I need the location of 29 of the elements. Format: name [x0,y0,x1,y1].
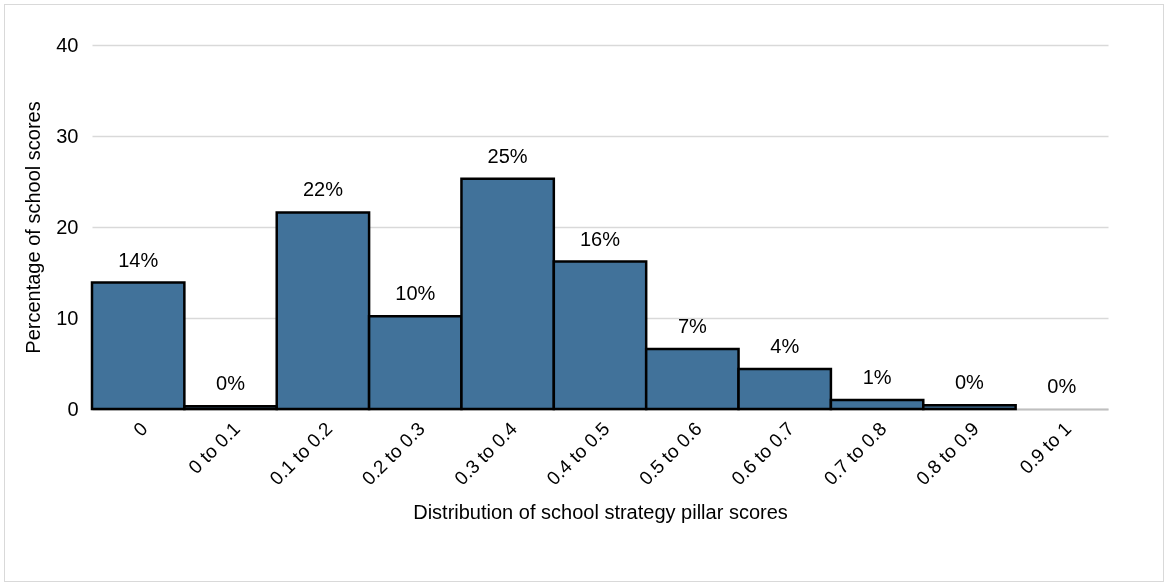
x-tick-label: 0.7 to 0.8 [819,418,891,489]
x-tick-label: 0.2 to 0.3 [357,418,429,489]
data-label: 22% [302,178,344,201]
data-label: 7% [677,314,708,337]
data-label: 4% [770,334,800,357]
x-tick-label: 0.6 to 0.7 [727,418,799,489]
y-tick-label: 30 [56,124,79,147]
y-tick-label: 10 [56,306,79,329]
data-label: 1% [862,365,892,388]
data-label: 0% [216,372,246,395]
data-label: 25% [487,144,528,167]
x-tick-label: 0.1 to 0.2 [265,418,337,489]
data-label: 0% [955,371,985,394]
y-tick-label: 0 [67,397,79,420]
x-tick-label: 0.8 to 0.9 [912,418,983,489]
data-label: 10% [395,282,436,305]
x-tick-label: 0.4 to 0.5 [542,418,614,489]
x-tick-label: 0 to 0.1 [184,418,244,478]
x-tick-label: 0.9 to 1 [1015,418,1076,478]
data-label: 0% [1047,375,1077,397]
y-tick-label: 20 [56,215,79,238]
y-axis-title: Percentage of school scores [22,101,45,354]
x-axis-title: Distribution of school strategy pillar scores [413,500,788,523]
data-label: 14% [118,248,159,271]
x-tick-label: 0.3 to 0.4 [450,417,522,489]
data-label: 16% [579,227,621,250]
x-tick-label: 0.5 to 0.6 [634,418,706,489]
x-tick-label: 0 [129,418,152,441]
y-tick-label: 40 [56,33,79,56]
